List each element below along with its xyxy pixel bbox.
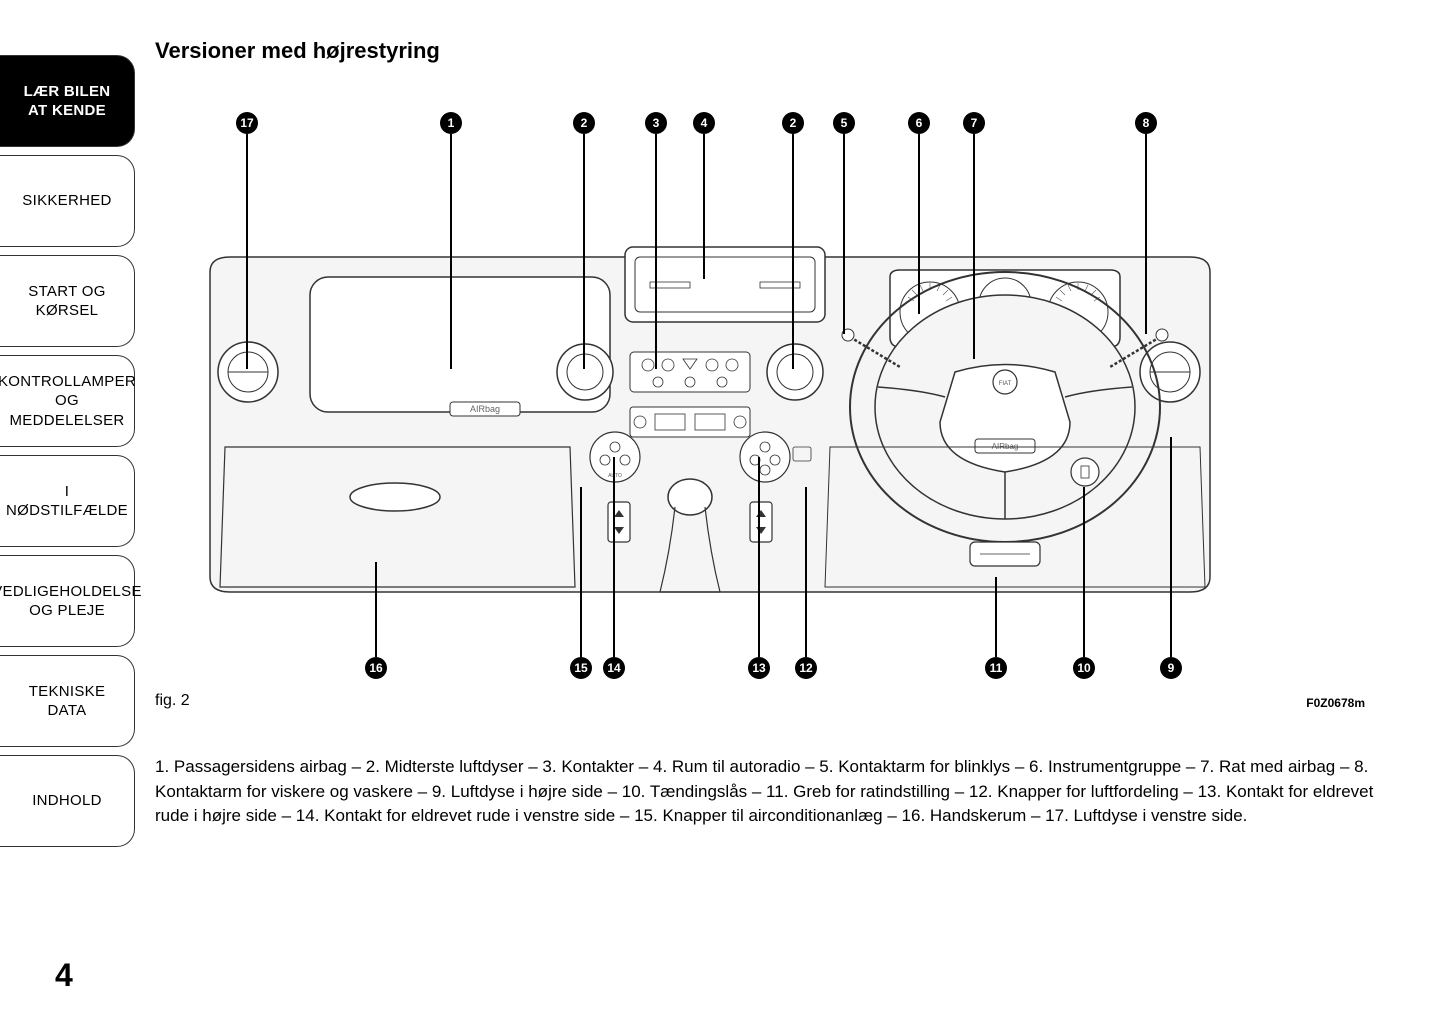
callout-3: 3: [645, 112, 667, 134]
svg-text:AUTO: AUTO: [608, 473, 622, 479]
callout-9: 9: [1160, 657, 1182, 679]
sidebar-tab-0[interactable]: LÆR BILENAT KENDE: [0, 55, 135, 147]
figure-caption: 1. Passagersidens airbag – 2. Midterste …: [155, 755, 1405, 829]
callout-16: 16: [365, 657, 387, 679]
sidebar-tab-4[interactable]: I NØDSTILFÆLDE: [0, 455, 135, 547]
sidebar-tab-1[interactable]: SIKKERHED: [0, 155, 135, 247]
callout-17: 17: [236, 112, 258, 134]
sidebar-tab-5[interactable]: VEDLIGEHOLDELSEOG PLEJE: [0, 555, 135, 647]
callout-6: 6: [908, 112, 930, 134]
callout-4: 4: [693, 112, 715, 134]
figure-label: fig. 2: [155, 692, 190, 710]
sidebar-tab-3[interactable]: KONTROLLAMPEROG MEDDELELSER: [0, 355, 135, 447]
callout-14: 14: [603, 657, 625, 679]
callout-15: 15: [570, 657, 592, 679]
callout-12: 12: [795, 657, 817, 679]
section-title: Versioner med højrestyring: [155, 38, 1405, 64]
sidebar-tab-7[interactable]: INDHOLD: [0, 755, 135, 847]
svg-text:FIAT: FIAT: [999, 381, 1012, 387]
callout-10: 10: [1073, 657, 1095, 679]
callout-2: 2: [782, 112, 804, 134]
main-content: Versioner med højrestyring AIRbag: [155, 38, 1405, 702]
callout-2: 2: [573, 112, 595, 134]
callout-13: 13: [748, 657, 770, 679]
callout-1: 1: [440, 112, 462, 134]
callout-7: 7: [963, 112, 985, 134]
svg-text:AIRbag: AIRbag: [470, 404, 500, 414]
sidebar-tab-2[interactable]: START OGKØRSEL: [0, 255, 135, 347]
figure-code: F0Z0678m: [1306, 696, 1365, 710]
sidebar-tabs: LÆR BILENAT KENDESIKKERHEDSTART OGKØRSEL…: [0, 55, 135, 855]
sidebar-tab-6[interactable]: TEKNISKEDATA: [0, 655, 135, 747]
callout-8: 8: [1135, 112, 1157, 134]
page-number: 4: [55, 957, 73, 994]
callout-11: 11: [985, 657, 1007, 679]
callout-5: 5: [833, 112, 855, 134]
dashboard-diagram: AIRbag: [155, 82, 1385, 702]
figure-container: AIRbag: [155, 82, 1385, 702]
